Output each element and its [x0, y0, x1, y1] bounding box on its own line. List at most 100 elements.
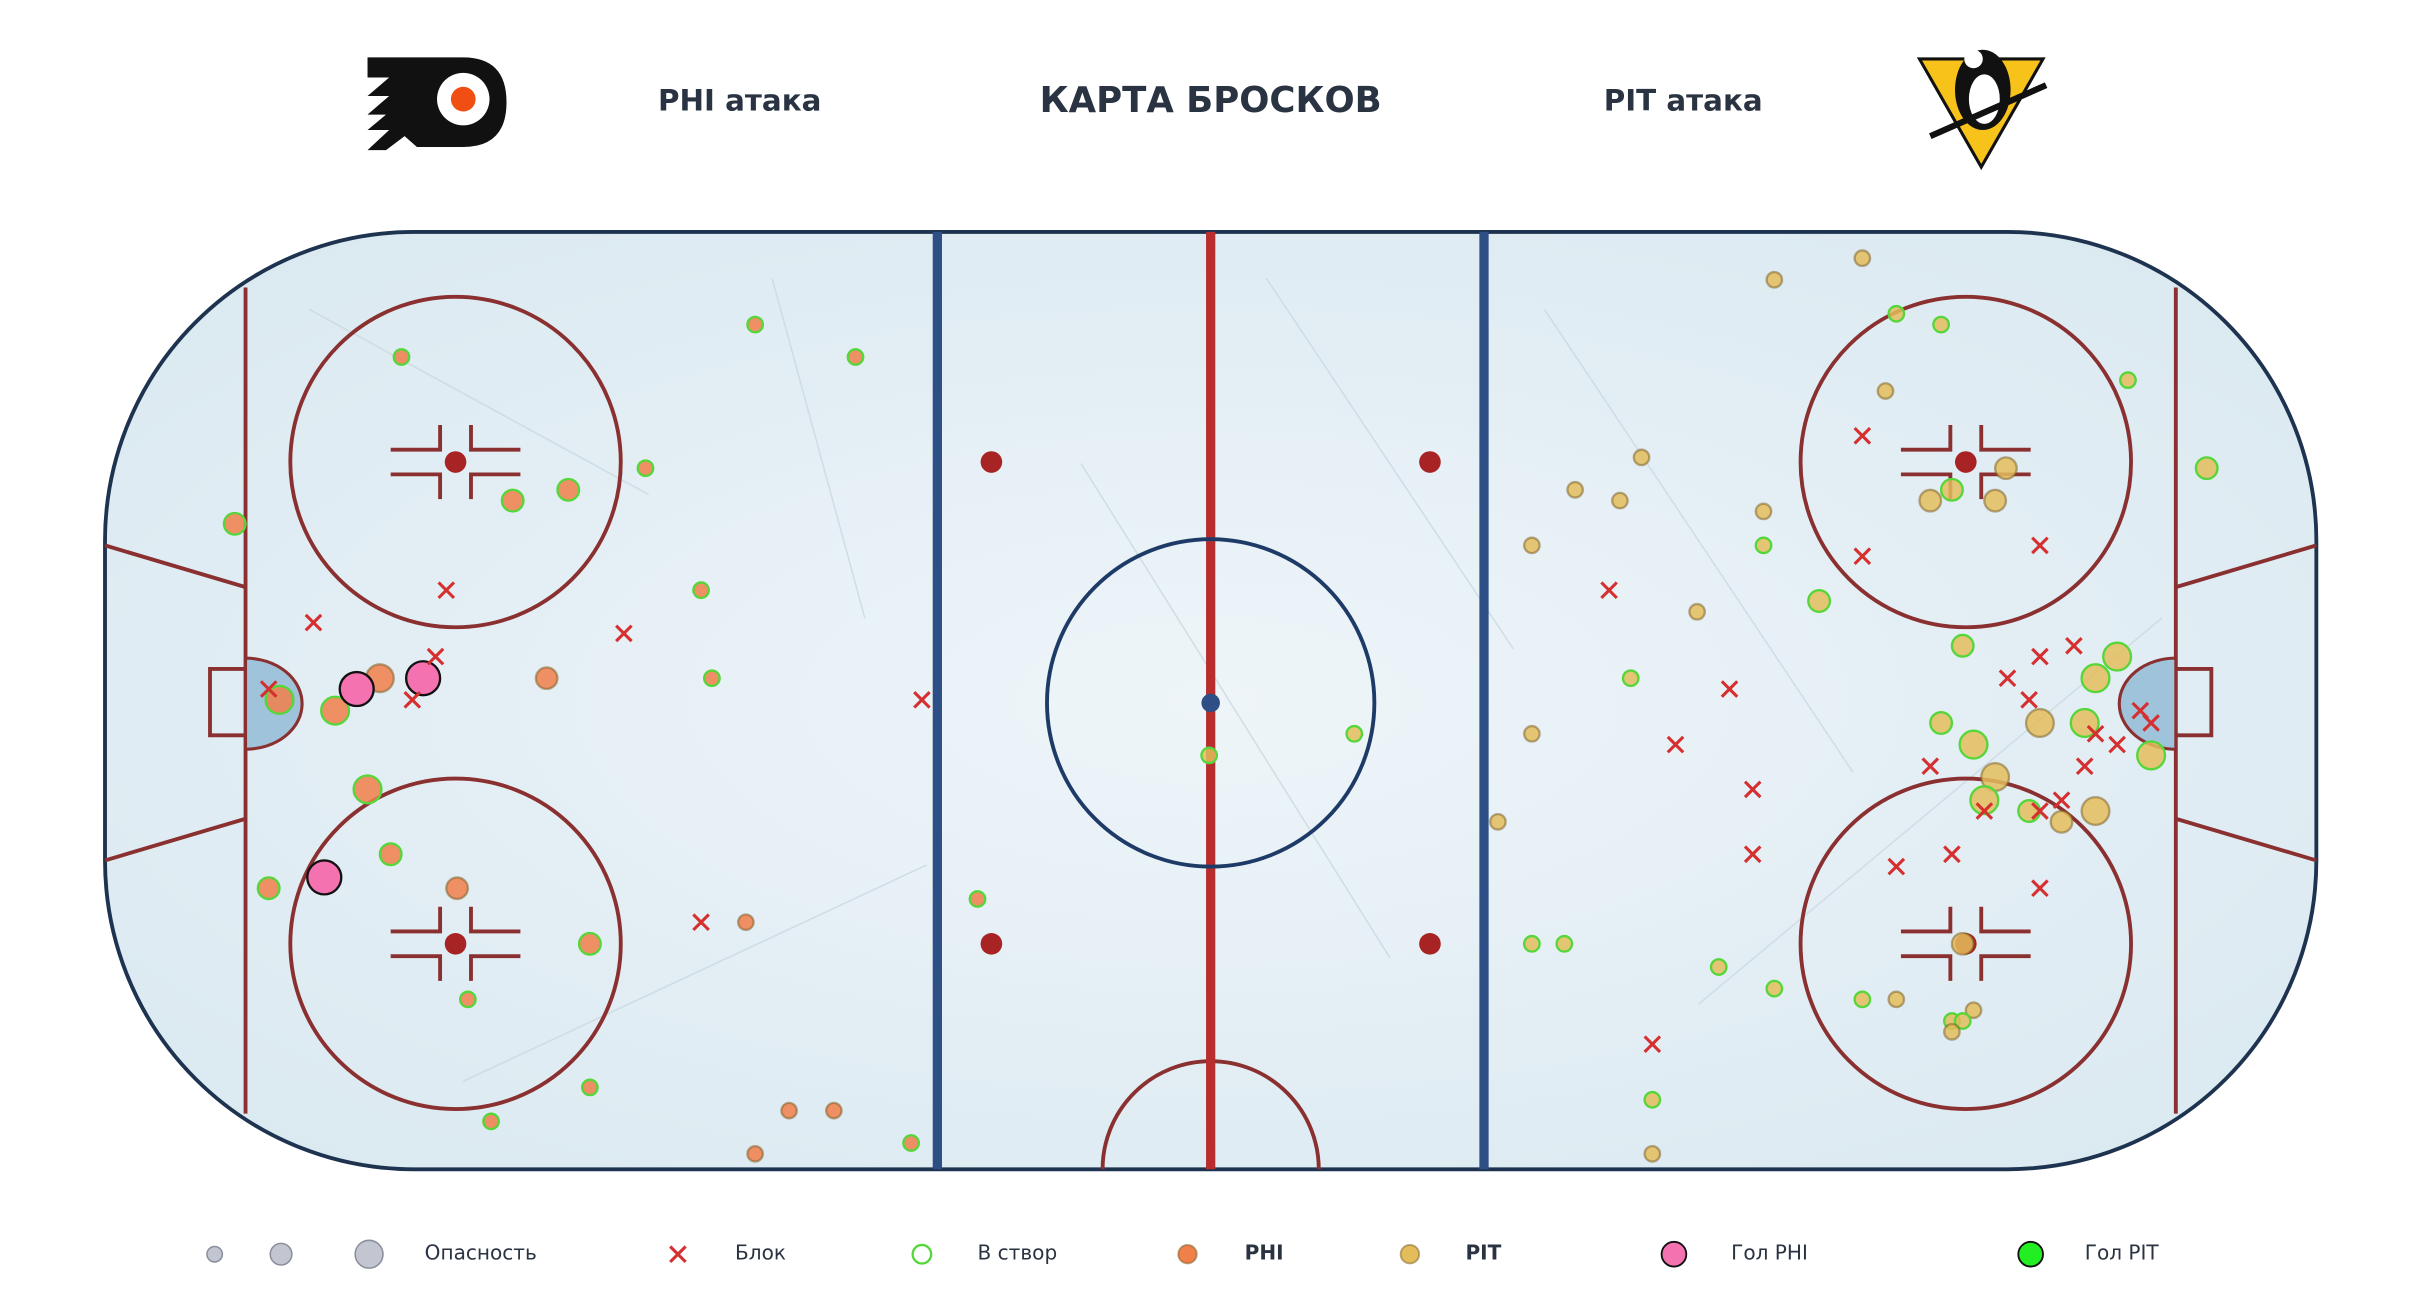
shot-mark [825, 1101, 843, 1120]
block-mark [615, 624, 633, 643]
block-mark [1643, 1035, 1662, 1054]
size-legend-mark [206, 1245, 224, 1263]
shot-mark [636, 459, 655, 478]
shot-mark [736, 913, 755, 932]
block-mark [437, 581, 456, 599]
legend-label: Гол PIT [2085, 1241, 2160, 1265]
block-mark [1720, 680, 1739, 698]
shot-mark [2119, 371, 2137, 390]
flyers-logo [367, 57, 507, 151]
right-label: PIT атака [1604, 84, 1763, 118]
block-mark [1743, 780, 1762, 799]
shot-mark [1887, 304, 1906, 323]
shot-mark [846, 348, 865, 366]
legend-swatch [1660, 1240, 1688, 1268]
shot-mark [222, 511, 247, 536]
block-mark [1998, 669, 2017, 688]
block-mark [1943, 845, 1961, 864]
legend-label: Гол PHI [1731, 1241, 1808, 1265]
shot-mark [1611, 491, 1629, 510]
block-mark [2020, 691, 2038, 709]
shot-mark [968, 890, 987, 908]
shot-mark [459, 990, 477, 1009]
shot-mark [1853, 249, 1872, 268]
block-mark [2108, 735, 2126, 754]
block-mark [2086, 724, 2105, 743]
shot-mark [1943, 1022, 1961, 1041]
goal-mark [404, 660, 442, 697]
shot-mark [1765, 979, 1784, 998]
shot-mark [482, 1112, 500, 1131]
legend: Опасность В створ PHI PIT Гол PHI Гол PIT Блок [206, 1239, 2160, 1269]
shot-mark [1918, 488, 1943, 513]
shot-mark [500, 488, 525, 513]
shot-mark [1939, 477, 1964, 502]
shot-mark [2080, 795, 2111, 827]
shot-mark [1621, 669, 1640, 688]
shot-mark [392, 348, 411, 366]
shot-mark [1929, 711, 1954, 735]
shot-mark [1566, 480, 1584, 499]
shot-mark [1345, 724, 1364, 743]
shot-mark [1950, 931, 1975, 956]
legend-label: PIT [1465, 1241, 1501, 1265]
shot-mark [1807, 589, 1832, 613]
size-legend-mark [354, 1239, 384, 1269]
shot-mark [703, 669, 721, 688]
shot-mark [1489, 812, 1507, 831]
legend-swatch [1177, 1244, 1198, 1265]
shot-mark [1876, 382, 1895, 400]
block-mark [913, 691, 931, 709]
shot-mark [256, 876, 281, 901]
block-mark [2031, 647, 2049, 666]
block-mark [2031, 879, 2049, 898]
block-mark [426, 647, 445, 666]
shot-mark [1754, 502, 1773, 521]
shot-mark [1522, 934, 1541, 953]
shot-mark [1887, 990, 1906, 1009]
block-mark [692, 913, 710, 932]
shot-mark [1522, 536, 1541, 555]
shot-mark [1643, 1090, 1662, 1109]
block-mark [2142, 714, 2160, 732]
goal-mark [306, 859, 343, 896]
shot-mark [1853, 990, 1872, 1009]
legend-label: Опасность [425, 1241, 537, 1265]
shot-mark [1964, 1001, 1983, 1020]
legend-swatch [1399, 1244, 1421, 1265]
shot-mark [1643, 1144, 1662, 1163]
block-mark [2075, 757, 2094, 776]
shot-mark [1950, 633, 1975, 658]
shot-mark [692, 581, 710, 600]
block-mark [1853, 547, 1872, 566]
shot-mark [1632, 448, 1651, 467]
block-mark [259, 680, 278, 698]
legend-swatch [2017, 1240, 2044, 1268]
legend-swatch [669, 1245, 687, 1264]
shot-mark [1522, 724, 1541, 743]
block-mark [1921, 757, 1940, 776]
block-mark [1743, 845, 1762, 864]
block-mark [1975, 802, 1994, 820]
shot-mark [2136, 740, 2167, 771]
shot-mark [746, 1144, 765, 1163]
shot-mark [746, 315, 765, 334]
shot-mark [1993, 456, 2018, 481]
shot-mark [2017, 799, 2042, 823]
shot-mark [1765, 270, 1784, 289]
shot-mark [1555, 934, 1574, 953]
shot-mark [320, 695, 351, 726]
penguins-logo [1916, 49, 2048, 171]
size-legend-mark [269, 1242, 293, 1266]
shot-mark [378, 842, 403, 867]
shot-mark [2024, 707, 2055, 739]
shot-mark [556, 477, 581, 502]
block-mark [304, 613, 323, 632]
block-mark [1600, 581, 1618, 599]
shot-mark [1200, 746, 1219, 765]
shot-mark [2102, 641, 2133, 672]
block-mark [2031, 536, 2049, 555]
block-mark [1666, 735, 1685, 754]
